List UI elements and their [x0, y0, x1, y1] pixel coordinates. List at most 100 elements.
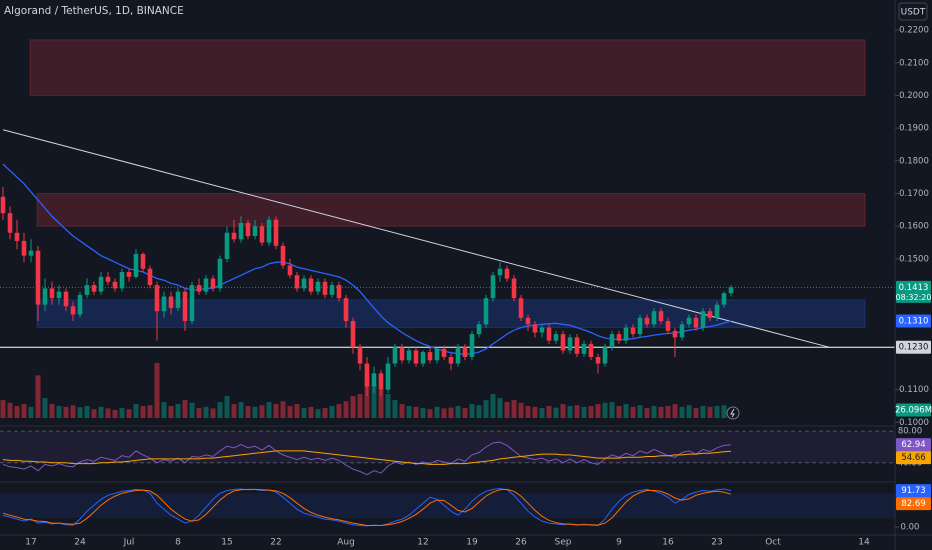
volume-bar — [448, 407, 454, 418]
volume-bar — [217, 402, 223, 418]
rsi-tick-label: 80.00 — [898, 427, 922, 437]
candle-body — [630, 327, 636, 335]
volume-bar — [581, 406, 587, 418]
x-tick-label: 8 — [175, 538, 181, 548]
candle-body — [329, 285, 335, 295]
volume-bar — [28, 406, 34, 418]
volume-bar — [630, 406, 636, 418]
candle-body — [133, 254, 139, 277]
volume-bar — [322, 408, 328, 418]
zone — [29, 39, 866, 96]
x-tick-label: 19 — [466, 538, 478, 548]
currency-button[interactable] — [898, 2, 928, 21]
volume-bar — [721, 405, 727, 418]
candle-body — [63, 291, 69, 307]
candle-body — [518, 298, 524, 318]
candle-body — [679, 324, 685, 338]
x-tick-label: 12 — [417, 538, 428, 548]
volume-bar — [644, 408, 650, 418]
candle-body — [707, 311, 713, 318]
candle-body — [28, 250, 34, 256]
candle-body — [483, 298, 489, 325]
x-tick-label: 17 — [25, 538, 36, 548]
ma-label: 0.1310 — [899, 317, 929, 327]
panes — [0, 39, 895, 527]
volume-bar — [637, 405, 643, 418]
volume-bar — [483, 400, 489, 418]
candle-body — [581, 343, 587, 354]
candle-body — [693, 317, 699, 328]
candle-body — [532, 324, 538, 333]
hline-label: 0.1230 — [899, 343, 929, 353]
candle-body — [56, 291, 62, 299]
volume-bar — [49, 404, 55, 418]
zone — [36, 193, 866, 227]
volume-bar — [343, 401, 349, 418]
volume-bar — [679, 406, 685, 418]
candle-body — [343, 298, 349, 322]
volume-bar — [182, 400, 188, 418]
x-tick-label: 24 — [74, 538, 86, 548]
candle-body — [224, 232, 230, 259]
candle-body — [217, 258, 223, 289]
volume-bar — [420, 408, 426, 418]
candle-body — [371, 373, 377, 387]
volume-bar — [434, 406, 440, 418]
candle-body — [651, 311, 657, 325]
candle-body — [105, 276, 111, 282]
candle-body — [350, 321, 356, 348]
volume-bar — [98, 406, 104, 418]
rsi-band — [0, 431, 895, 463]
rsi-line — [2, 441, 732, 476]
candle-body — [413, 350, 419, 364]
candle-body — [441, 348, 447, 357]
rsi-label: 62.94 — [901, 440, 925, 450]
x-tick-label: 23 — [711, 538, 722, 548]
candle-body — [665, 321, 671, 331]
candle-body — [602, 347, 608, 364]
x-tick-label: 15 — [221, 538, 232, 548]
volume-bar — [77, 407, 83, 418]
volume-bar — [595, 404, 601, 418]
candle-body — [378, 373, 384, 390]
volume-bar — [707, 406, 713, 418]
chart-title: Algorand / TetherUS, 1D, BINANCE — [4, 5, 184, 17]
volume-bar — [371, 384, 377, 418]
x-tick-label: Jul — [123, 538, 135, 548]
candle-body — [476, 324, 482, 335]
volume-bar — [518, 402, 524, 418]
volume-bar — [392, 400, 398, 418]
volume-bar — [567, 406, 573, 418]
candle-body — [497, 268, 503, 276]
candle-body — [14, 232, 20, 241]
candle-body — [504, 268, 510, 279]
candle-body — [98, 276, 104, 292]
volume-bar — [329, 406, 335, 418]
x-tick-label: 22 — [270, 538, 281, 548]
candle-body — [70, 306, 76, 315]
x-tick-label: 9 — [616, 538, 622, 548]
ma-label-box — [896, 314, 931, 328]
x-tick-label: 26 — [515, 538, 527, 548]
volume-bar — [210, 408, 216, 418]
volume-bar — [385, 394, 391, 418]
alert-icon-bolt — [730, 408, 735, 418]
volume-bar — [140, 406, 146, 418]
currency-label[interactable]: USDT — [901, 8, 926, 18]
volume-bar — [616, 406, 622, 418]
candle-body — [119, 272, 125, 289]
x-tick-label: Sep — [555, 538, 572, 548]
volume-bar — [245, 406, 251, 418]
volume-bar — [665, 406, 671, 418]
candle-body — [567, 337, 573, 351]
candle-body — [469, 334, 475, 357]
volume-bar — [553, 407, 559, 418]
volume-label: 26.096M — [895, 406, 932, 416]
volume-bar — [602, 402, 608, 418]
volume-bar — [623, 404, 629, 418]
volume-bar — [154, 363, 160, 418]
stoch-k-label: 91.73 — [901, 486, 925, 496]
alert-icon[interactable] — [726, 406, 740, 420]
volume-bar — [539, 408, 545, 418]
